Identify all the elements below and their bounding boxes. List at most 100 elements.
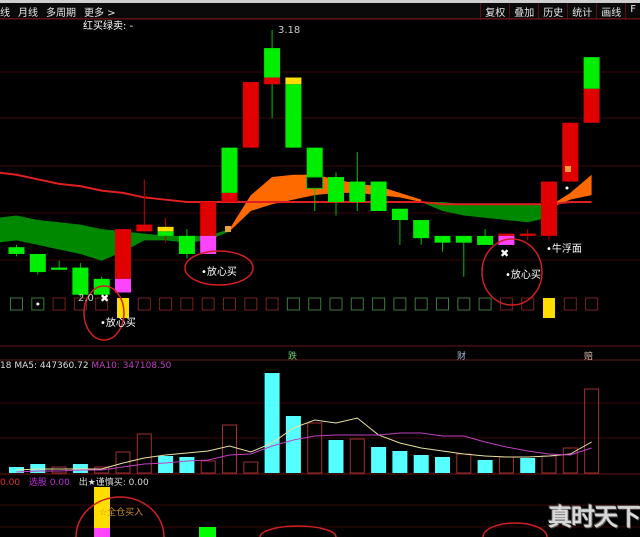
volume-bar — [179, 457, 195, 473]
dot-marker — [565, 186, 569, 190]
highlight-circle — [259, 525, 337, 537]
history-button[interactable]: 历史 — [538, 3, 567, 20]
statistics-button[interactable]: 统计 — [567, 3, 596, 20]
volume-value: 18 — [0, 361, 12, 371]
indicator-band — [0, 215, 230, 261]
candle-body — [264, 77, 281, 85]
ma5-volume-line — [16, 417, 592, 471]
candle-body — [391, 208, 408, 221]
period-tabs: 线 月线 多周期 更多 > — [0, 4, 116, 19]
highlight-circle — [75, 496, 165, 537]
overlay-button[interactable]: 叠加 — [509, 3, 538, 20]
bottom-indicator-header: 0.00 选股 0.00 出★谨慎买: 0.00 — [0, 475, 149, 488]
candle-body — [498, 233, 515, 236]
candle-body — [285, 77, 302, 85]
volume-bar — [477, 460, 493, 473]
signal-square — [286, 297, 300, 311]
restore-rights-button[interactable]: 复权 — [480, 3, 509, 20]
candle-body — [434, 235, 451, 243]
signal-bar — [94, 528, 110, 537]
signal-square — [393, 297, 407, 311]
buy-annotation: •放心买 — [201, 267, 237, 278]
volume-header: 18 MA5: 447360.72 MA10: 347108.50 — [0, 361, 171, 371]
signal-square — [73, 297, 87, 311]
signal-square — [180, 297, 194, 311]
highlight-circle — [481, 238, 543, 306]
volume-bar — [584, 388, 600, 474]
signal-square — [499, 297, 513, 311]
volume-bar — [328, 440, 344, 473]
candle-body — [370, 181, 387, 211]
signal-square — [329, 297, 343, 311]
volume-bar — [349, 438, 365, 474]
candle-body — [328, 177, 344, 202]
signal-square — [372, 297, 386, 311]
volume-bar — [498, 456, 514, 474]
signal-square — [10, 297, 23, 311]
volume-bar — [371, 447, 387, 473]
candle-body — [583, 57, 600, 89]
candle-body — [136, 224, 153, 232]
signal-bar — [199, 527, 216, 537]
volume-bar — [51, 466, 67, 474]
volume-bar — [136, 433, 152, 474]
signal-marker: 赔 — [584, 352, 594, 362]
signal-square — [95, 297, 109, 311]
tab-multi-period[interactable]: 多周期 — [46, 8, 76, 19]
candle-body — [477, 235, 494, 245]
candle-body — [541, 181, 557, 236]
candle-body — [306, 147, 323, 178]
signal-square — [563, 297, 577, 311]
volume-bar — [435, 457, 450, 473]
ma5-label: MA5: 447360.72 — [14, 361, 89, 371]
volume-bar — [222, 424, 237, 474]
volume-bar — [264, 373, 280, 473]
volume-bar — [541, 455, 557, 474]
signal-bar — [94, 487, 110, 528]
candle-body — [51, 267, 68, 270]
indicator-title: 红买绿卖: - — [83, 21, 134, 32]
tool-buttons: 复权 叠加 历史 统计 画线 F — [480, 3, 640, 20]
buy-annotation: •放心买 — [100, 318, 136, 329]
candle-body — [200, 201, 217, 236]
moving-average-line — [0, 171, 592, 206]
candle-body — [306, 176, 324, 189]
candle-body — [8, 247, 25, 254]
draw-line-button[interactable]: 画线 — [596, 3, 625, 20]
tab-week[interactable]: 线 — [0, 8, 10, 19]
indicator-band — [549, 174, 592, 209]
indicator-band — [229, 174, 422, 232]
signal-square — [585, 297, 599, 311]
stock-pick-value: 选股 0.00 — [28, 478, 70, 488]
ma10-volume-line — [16, 432, 592, 473]
volume-bar — [158, 456, 174, 473]
candle-body — [157, 231, 174, 236]
candle-body — [72, 267, 89, 295]
signal-square — [457, 297, 471, 311]
candle-body — [583, 88, 600, 123]
candle-body — [264, 48, 281, 78]
candle-body — [29, 253, 46, 273]
dot-marker — [36, 302, 40, 306]
f-button[interactable]: F — [625, 3, 640, 20]
signal-square — [52, 297, 66, 311]
volume-bar — [115, 451, 131, 474]
signal-square — [244, 297, 258, 311]
tab-more[interactable]: 更多 > — [84, 8, 116, 19]
volume-bar — [307, 422, 323, 474]
bull-annotation: •牛浮面 — [546, 244, 582, 255]
signal-square — [414, 297, 428, 311]
full-position-buy-label: ☆全仓买入 — [99, 508, 144, 518]
signal-marker: 跌 — [288, 352, 298, 362]
tab-month[interactable]: 月线 — [18, 8, 38, 19]
signal-square — [436, 297, 449, 311]
candle-body — [221, 147, 238, 193]
candle-body — [455, 235, 472, 243]
candle-body — [200, 235, 217, 254]
candle-body — [157, 226, 174, 232]
signal-square — [308, 297, 322, 311]
window-top-edge — [0, 0, 640, 3]
low-price-label: 2.0 — [78, 293, 94, 304]
